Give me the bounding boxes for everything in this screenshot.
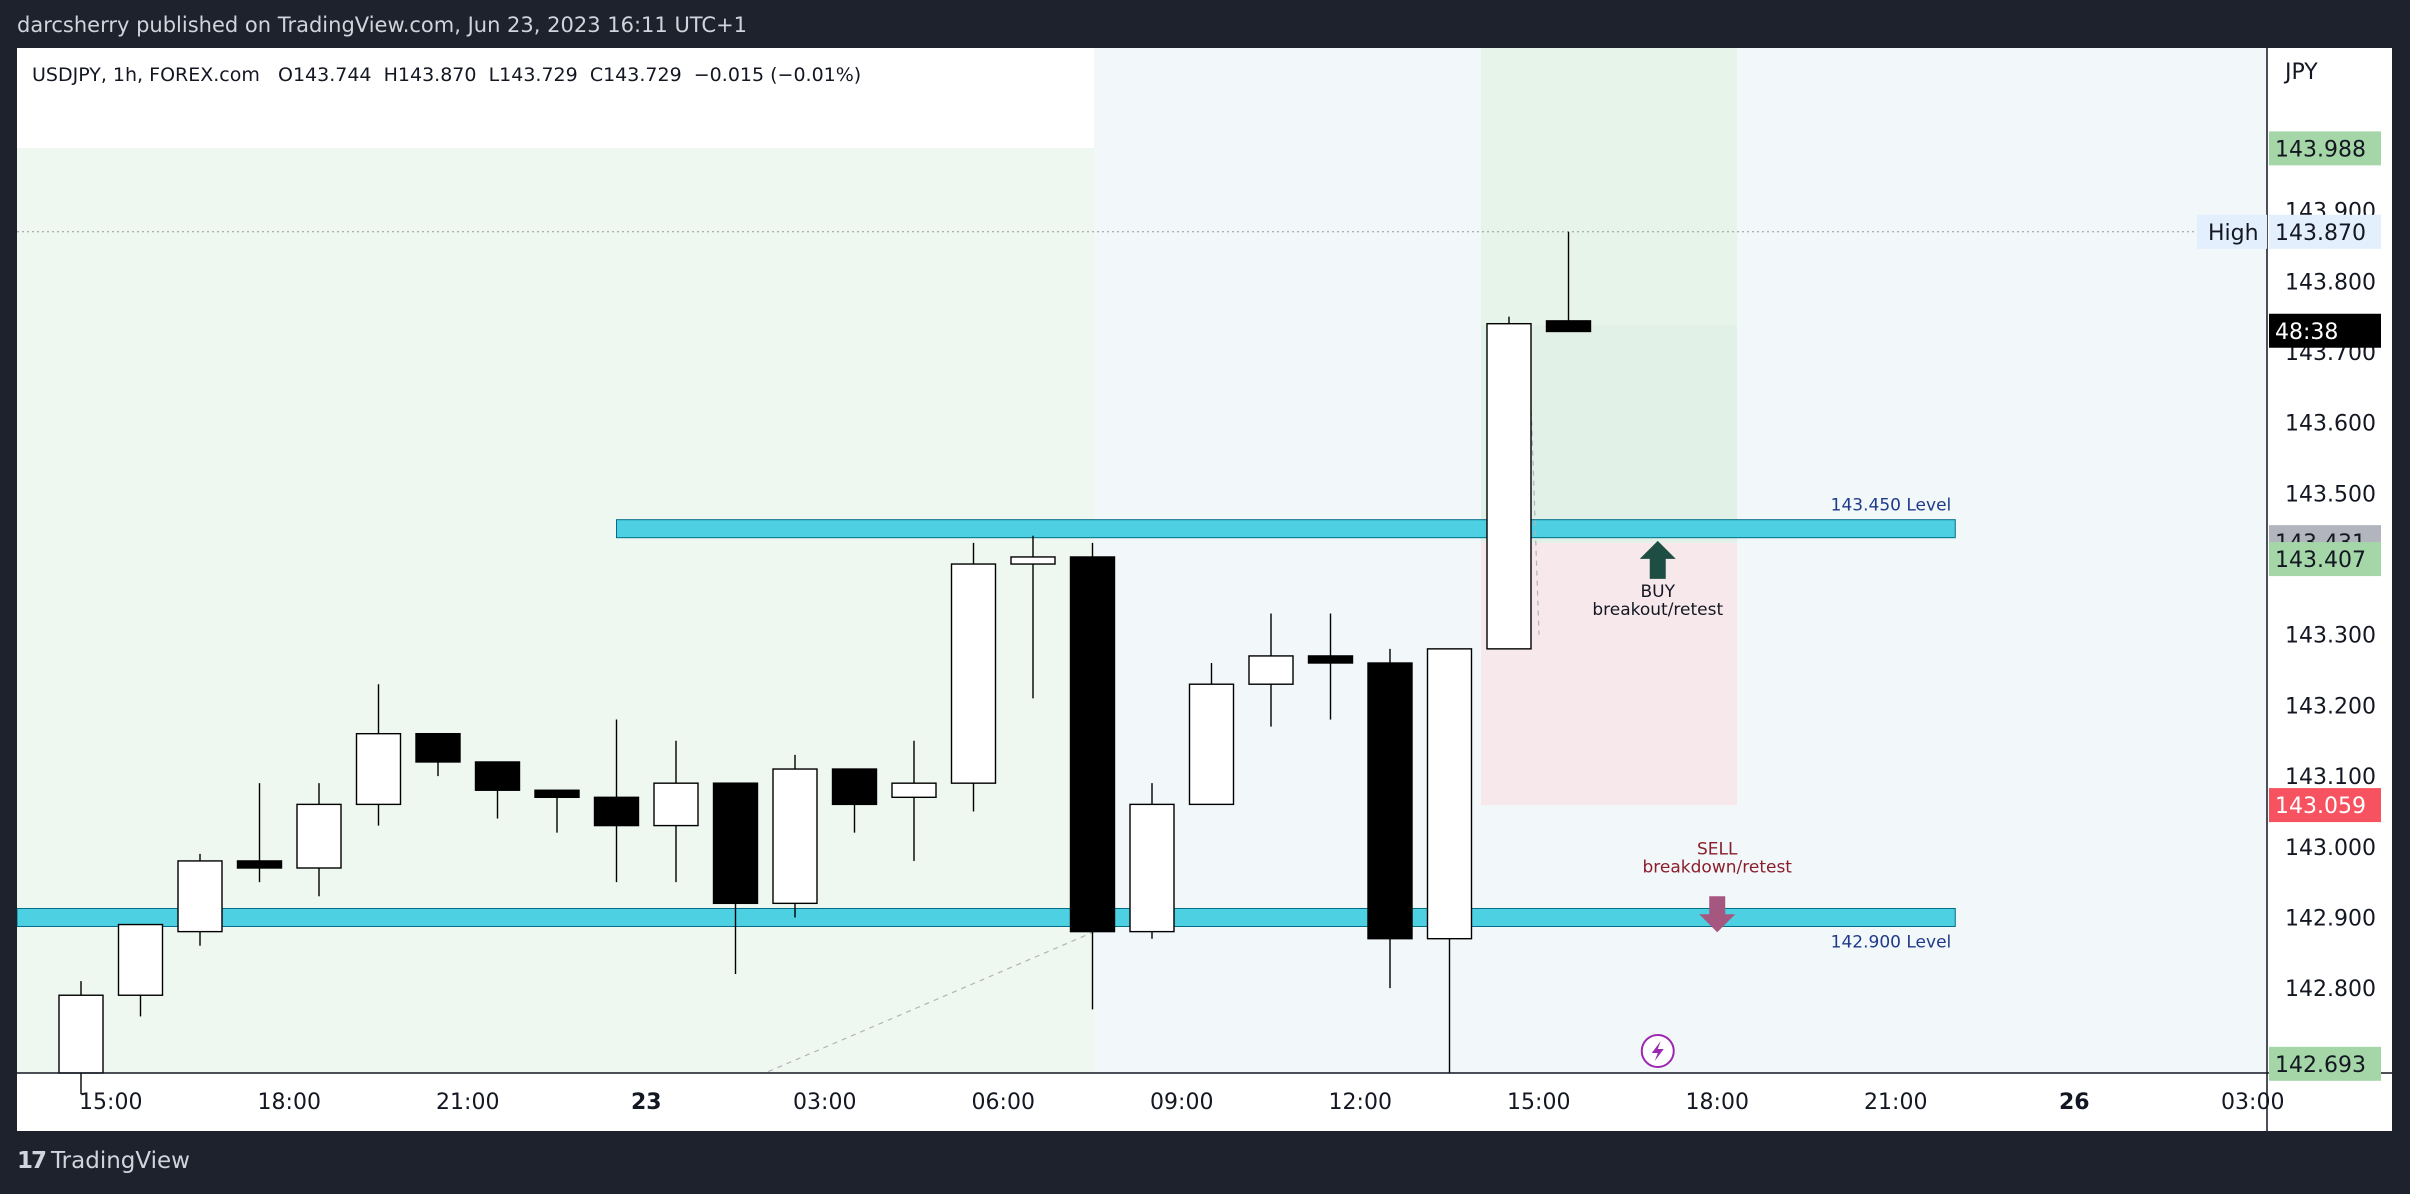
y-tick-label: 143.600 bbox=[2285, 412, 2376, 437]
chart-area[interactable]: 143.450 Level 142.900 Level BUY breakout/re… bbox=[17, 48, 2392, 1131]
tv-logo-icon: 17 bbox=[17, 1148, 47, 1174]
candlestick-chart[interactable]: 143.450 Level 142.900 Level BUYbreakout/re… bbox=[17, 48, 2392, 1131]
price-label: 143.407 bbox=[2275, 548, 2366, 573]
sell-sublabel: breakdown/retest bbox=[1643, 857, 1793, 877]
legend-low: L143.729 bbox=[488, 64, 578, 86]
candle-body[interactable] bbox=[1069, 556, 1116, 933]
y-tick-label: 143.100 bbox=[2285, 765, 2376, 790]
candle-body[interactable] bbox=[1010, 556, 1056, 565]
level-zone-1[interactable] bbox=[17, 907, 1956, 927]
x-tick-label: 12:00 bbox=[1329, 1090, 1392, 1115]
candle-body[interactable] bbox=[1188, 683, 1235, 806]
price-label-box bbox=[2269, 542, 2381, 577]
currency-label: JPY bbox=[2283, 60, 2318, 85]
candle-body[interactable] bbox=[355, 732, 402, 806]
price-label: 143.059 bbox=[2275, 794, 2366, 819]
tradingview-logo[interactable]: 17 TradingView bbox=[17, 1148, 190, 1174]
candle-body[interactable] bbox=[415, 732, 461, 763]
published-text: darcsherry published on TradingView.com,… bbox=[17, 13, 748, 37]
y-tick-label: 143.800 bbox=[2285, 270, 2376, 295]
legend-symbol[interactable]: USDJPY, 1h, FOREX.com bbox=[32, 64, 260, 86]
price-label-box bbox=[2269, 131, 2381, 166]
bg-zone-left bbox=[17, 148, 1094, 1073]
candle-body[interactable] bbox=[772, 768, 818, 905]
candle-body[interactable] bbox=[117, 923, 164, 996]
candle-body[interactable] bbox=[891, 782, 937, 799]
level-zone-0[interactable] bbox=[616, 519, 1956, 539]
candle-body[interactable] bbox=[1486, 322, 1532, 650]
price-label: 143.870 bbox=[2275, 221, 2366, 246]
symbol-legend: USDJPY, 1h, FOREX.com O143.744 H143.870 … bbox=[32, 64, 861, 86]
legend-change: −0.015 (−0.01%) bbox=[693, 64, 862, 86]
x-tick-label: 26 bbox=[2059, 1090, 2090, 1115]
footer: 17 TradingView bbox=[0, 1131, 2410, 1194]
sell-arrow-icon bbox=[1699, 896, 1736, 933]
x-tick-label: 15:00 bbox=[79, 1090, 142, 1115]
lightning-bolt bbox=[1651, 1041, 1664, 1061]
level-label-1: 142.900 Level bbox=[1831, 932, 1952, 952]
candle-body[interactable] bbox=[950, 563, 997, 784]
high-label-box bbox=[2197, 214, 2267, 249]
candle-body[interactable] bbox=[1307, 655, 1354, 664]
price-label-box bbox=[2269, 1046, 2381, 1081]
candle-body[interactable] bbox=[474, 761, 521, 791]
x-tick-label: 06:00 bbox=[972, 1090, 1035, 1115]
level-label-0: 143.450 Level bbox=[1831, 496, 1952, 516]
x-tick-label: 21:00 bbox=[1864, 1090, 1927, 1115]
x-tick-label: 21:00 bbox=[436, 1090, 499, 1115]
legend-open: O143.744 bbox=[278, 64, 372, 86]
candle-body[interactable] bbox=[177, 860, 223, 933]
price-label-box bbox=[2269, 313, 2381, 348]
candle-body[interactable] bbox=[653, 782, 699, 827]
candle-body[interactable] bbox=[296, 803, 342, 869]
candle-body[interactable] bbox=[534, 789, 580, 799]
candle-body[interactable] bbox=[831, 768, 878, 806]
sell-label: SELL bbox=[1697, 839, 1738, 859]
candle-body[interactable] bbox=[1545, 320, 1592, 333]
legend-high: H143.870 bbox=[383, 64, 477, 86]
y-tick-label: 143.200 bbox=[2285, 694, 2376, 719]
x-tick-label: 23 bbox=[631, 1090, 662, 1115]
price-label: 142.693 bbox=[2275, 1053, 2366, 1078]
x-tick-label: 18:00 bbox=[1686, 1090, 1749, 1115]
buy-label: BUY bbox=[1641, 582, 1676, 602]
y-tick-label: 142.900 bbox=[2285, 906, 2376, 931]
candle-body[interactable] bbox=[1129, 803, 1175, 933]
x-tick-label: 18:00 bbox=[258, 1090, 321, 1115]
price-label: 48:38 bbox=[2275, 320, 2338, 345]
top-bar: darcsherry published on TradingView.com,… bbox=[0, 0, 2410, 48]
y-tick-label: 143.300 bbox=[2285, 624, 2376, 649]
candle-body[interactable] bbox=[712, 782, 759, 905]
price-label-box bbox=[2269, 214, 2381, 249]
x-tick-label: 03:00 bbox=[2221, 1090, 2284, 1115]
candle-body[interactable] bbox=[1367, 662, 1413, 940]
y-tick-label: 143.000 bbox=[2285, 836, 2376, 861]
price-label-box bbox=[2269, 788, 2381, 823]
legend-close: C143.729 bbox=[589, 64, 682, 86]
x-tick-label: 03:00 bbox=[793, 1090, 856, 1115]
buy-arrow-icon bbox=[1639, 540, 1676, 579]
buy-sublabel: breakout/retest bbox=[1592, 600, 1723, 620]
candle-body[interactable] bbox=[58, 994, 104, 1074]
y-tick-label: 143.500 bbox=[2285, 482, 2376, 507]
candle-body[interactable] bbox=[593, 796, 640, 827]
candle-body[interactable] bbox=[236, 860, 283, 869]
price-label: 143.988 bbox=[2275, 137, 2366, 162]
high-label: High bbox=[2208, 221, 2259, 246]
target-zone bbox=[1481, 48, 1737, 326]
candle-body[interactable] bbox=[1426, 648, 1473, 940]
brand-text: TradingView bbox=[51, 1148, 190, 1174]
x-tick-label: 09:00 bbox=[1150, 1090, 1213, 1115]
y-tick-label: 142.800 bbox=[2285, 977, 2376, 1002]
candle-body[interactable] bbox=[1248, 655, 1294, 685]
x-tick-label: 15:00 bbox=[1507, 1090, 1570, 1115]
